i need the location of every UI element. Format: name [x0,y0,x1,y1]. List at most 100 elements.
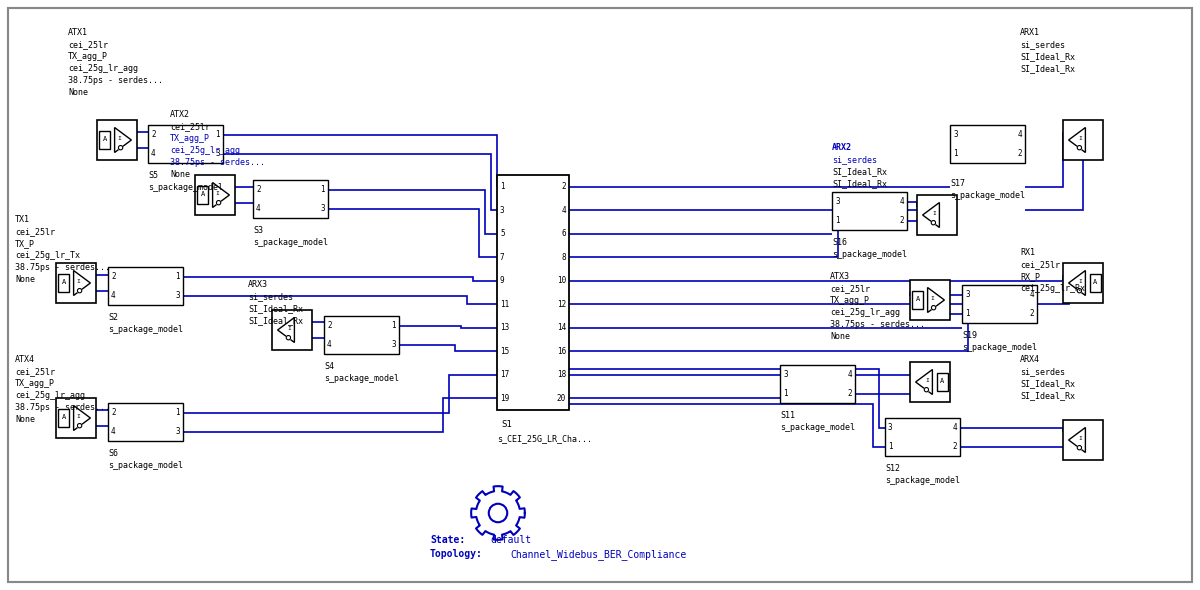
Text: I: I [77,279,80,284]
Text: 4: 4 [899,197,904,206]
Text: ATX2: ATX2 [170,110,190,119]
Text: 2: 2 [1018,149,1022,158]
Bar [1090,274,1100,292]
Bar [148,125,223,163]
Text: I: I [1079,279,1082,284]
Text: TX_agg_P: TX_agg_P [68,52,108,61]
Text: S4: S4 [324,362,334,371]
Text: 4: 4 [847,370,852,379]
Text: Topology:: Topology: [430,549,482,559]
Text: S1: S1 [502,420,511,429]
Text: 2: 2 [847,389,852,398]
Text: 4: 4 [112,427,115,436]
Text: cei_25lr: cei_25lr [14,227,55,236]
Circle shape [78,289,82,293]
Bar [100,131,110,149]
Text: 2: 2 [256,185,260,194]
Text: 3: 3 [391,340,396,349]
Text: S16: S16 [832,238,847,247]
Bar [108,267,182,305]
Text: S11: S11 [780,411,796,420]
Circle shape [287,336,290,340]
Circle shape [931,306,936,310]
Text: I: I [118,136,121,141]
Text: si_serdes: si_serdes [1020,40,1066,49]
Text: I: I [77,414,80,419]
Text: A: A [103,136,107,142]
Text: A: A [61,279,66,285]
Text: I: I [216,191,220,196]
Text: cei_25g_lr_agg: cei_25g_lr_agg [68,64,138,73]
Text: 38.75ps - serdes...: 38.75ps - serdes... [830,320,925,329]
Text: 38.75ps - serdes...: 38.75ps - serdes... [14,263,110,272]
Text: 2: 2 [899,216,904,225]
Text: 10: 10 [557,276,566,285]
Text: 3: 3 [953,130,958,139]
Text: 9: 9 [500,276,505,285]
Bar [912,291,923,309]
Text: ATX1: ATX1 [68,28,88,37]
Text: ATX4: ATX4 [14,355,35,364]
Bar [497,175,569,410]
Text: A: A [61,414,66,420]
Circle shape [924,388,929,392]
Text: 4: 4 [953,423,958,432]
Text: 3: 3 [215,149,220,158]
Text: 2: 2 [112,408,115,417]
Text: State:: State: [430,535,466,545]
Text: ARX3: ARX3 [248,280,268,289]
Text: 1: 1 [175,272,180,281]
Bar [1063,419,1104,460]
Text: ATX3: ATX3 [830,272,850,281]
Text: cei_25g_lr_Rx: cei_25g_lr_Rx [1020,284,1085,293]
Text: 4: 4 [326,340,331,349]
Text: 4: 4 [151,149,156,158]
Text: TX_agg_P: TX_agg_P [830,296,870,305]
Text: cei_25lr: cei_25lr [68,40,108,49]
Text: 1: 1 [175,408,180,417]
Bar [832,192,907,230]
Circle shape [488,504,508,522]
Text: s_package_model: s_package_model [324,374,398,383]
Text: 1: 1 [835,216,840,225]
Bar [910,280,950,320]
Circle shape [78,424,82,428]
Bar [194,175,235,215]
Text: None: None [830,332,850,341]
Circle shape [1078,445,1081,450]
Text: s_package_model: s_package_model [950,191,1025,200]
Text: 1: 1 [320,185,325,194]
Text: S12: S12 [886,464,900,473]
Text: 1: 1 [888,442,893,451]
Text: I: I [930,296,935,301]
Text: s_package_model: s_package_model [148,183,223,192]
Text: 4: 4 [256,204,260,213]
Bar [1063,120,1104,160]
Text: si_serdes: si_serdes [832,155,877,164]
Circle shape [119,146,122,150]
Text: default: default [490,535,532,545]
Text: 11: 11 [500,300,509,309]
Bar [55,263,96,303]
Text: 12: 12 [557,300,566,309]
Text: cei_25g_lr_agg: cei_25g_lr_agg [170,146,240,155]
Text: 20: 20 [557,394,566,403]
Text: 2: 2 [953,442,958,451]
Text: 14: 14 [557,323,566,332]
Text: 2: 2 [326,321,331,330]
Bar [59,409,70,427]
Text: S3: S3 [253,226,263,235]
Text: I: I [1079,436,1082,441]
Text: TX_P: TX_P [14,239,35,248]
Text: s_package_model: s_package_model [108,461,182,470]
Text: s_package_model: s_package_model [108,325,182,334]
Text: I: I [288,326,292,332]
Text: 5: 5 [500,230,505,238]
Bar [950,125,1025,163]
Bar [917,195,958,235]
Text: ARX2: ARX2 [832,143,852,152]
Text: TX_agg_P: TX_agg_P [170,134,210,143]
Text: 3: 3 [835,197,840,206]
Text: ARX4: ARX4 [1020,355,1040,364]
Text: s_package_model: s_package_model [780,423,854,432]
